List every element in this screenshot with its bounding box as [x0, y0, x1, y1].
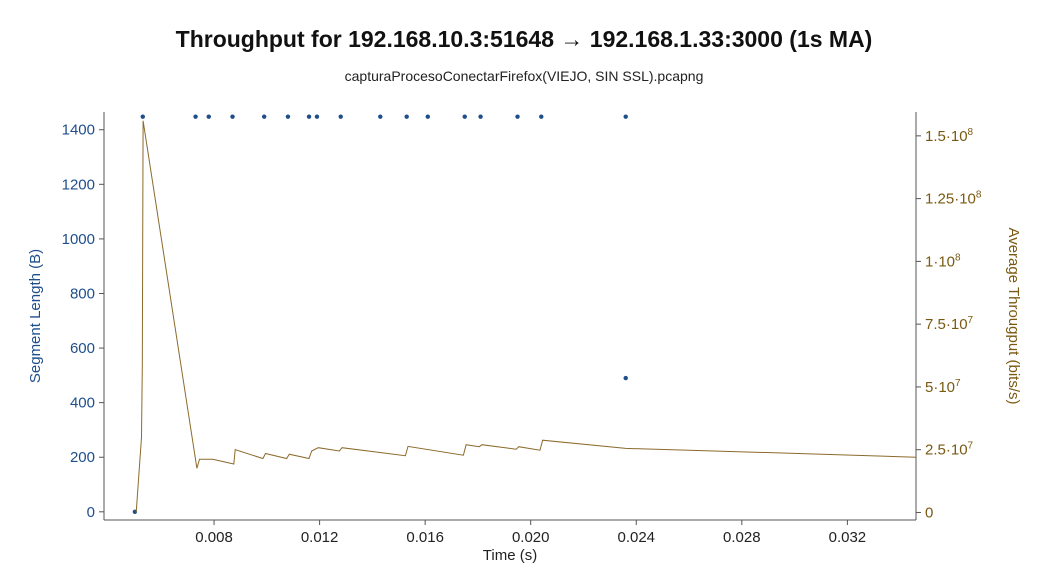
- x-tick-label: 0.032: [829, 529, 867, 546]
- y-axis-label: Segment Length (B): [27, 249, 44, 383]
- chart-title: Throughput for 192.168.10.3:51648 → 192.…: [175, 26, 873, 52]
- segment-point: [478, 114, 483, 119]
- chart-subtitle: capturaProcesoConectarFirefox(VIEJO, SIN…: [344, 68, 704, 84]
- x-tick-label: 0.024: [617, 529, 655, 546]
- segment-point: [314, 114, 320, 119]
- segment-point: [404, 114, 409, 119]
- y-tick-label: 1200: [62, 176, 95, 193]
- segment-point: [623, 375, 628, 381]
- x-tick-label: 0.028: [723, 529, 761, 546]
- y2-tick-label: 0: [925, 504, 933, 521]
- y-tick-label: 200: [70, 449, 95, 466]
- y-tick-label: 1400: [62, 122, 95, 139]
- segment-point: [306, 114, 312, 119]
- segment-point: [206, 114, 211, 119]
- plot-marks: [132, 114, 917, 515]
- segment-point: [378, 114, 383, 119]
- y-tick-label: 1000: [62, 231, 95, 248]
- segment-point: [338, 114, 343, 119]
- y2-tick-label: 7.5·107: [925, 315, 974, 333]
- y2-tick-label: 1.5·108: [925, 127, 974, 145]
- y2-tick-label: 5·107: [925, 378, 961, 396]
- y2-tick-label: 1.25·108: [925, 190, 982, 208]
- y2-tick-label: 2.5·107: [925, 441, 974, 459]
- throughput-line: [135, 120, 917, 513]
- y-tick-label: 600: [70, 340, 95, 357]
- x-tick-label: 0.016: [406, 529, 444, 546]
- segment-point: [193, 114, 198, 119]
- x-tick-label: 0.008: [195, 529, 233, 546]
- segment-point: [539, 114, 544, 119]
- y2-tick-label: 1·108: [925, 252, 961, 270]
- y2-axis-label: Average Througput (bits/s): [1005, 227, 1022, 404]
- segment-point: [425, 114, 430, 119]
- x-axis-label: Time (s): [483, 547, 537, 564]
- segment-point: [462, 114, 467, 119]
- y-tick-label: 0: [87, 504, 95, 521]
- y-tick-label: 800: [70, 285, 95, 302]
- segment-point: [515, 114, 520, 119]
- segment-point: [261, 114, 267, 119]
- x-tick-label: 0.020: [512, 529, 550, 546]
- y-tick-label: 400: [70, 395, 95, 412]
- segment-point: [140, 114, 145, 119]
- x-tick-label: 0.012: [301, 529, 339, 546]
- plot-axes: 0.008 0.012 0.016 0.020 0.024 0.028 0.032 0 200 4…: [62, 112, 982, 546]
- segment-point: [230, 114, 235, 119]
- segment-point: [623, 114, 628, 119]
- segment-point: [285, 114, 291, 119]
